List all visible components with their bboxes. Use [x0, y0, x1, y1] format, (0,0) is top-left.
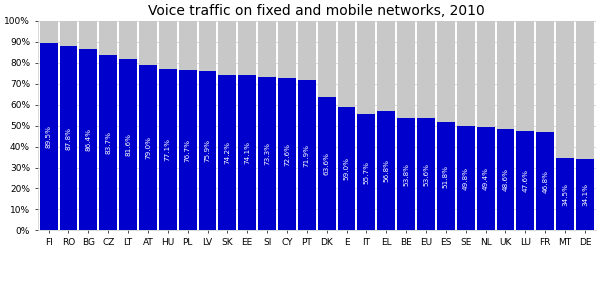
Bar — [99, 21, 117, 55]
Bar — [79, 21, 97, 49]
Bar — [338, 107, 355, 230]
Text: 47.6%: 47.6% — [523, 169, 529, 192]
Bar — [358, 21, 376, 114]
Bar — [119, 59, 137, 230]
Text: 74.1%: 74.1% — [244, 141, 250, 164]
Text: 74.2%: 74.2% — [224, 141, 230, 164]
Bar — [99, 55, 117, 230]
Bar — [397, 21, 415, 118]
Bar — [517, 131, 534, 230]
Bar — [278, 78, 296, 230]
Bar — [437, 122, 455, 230]
Text: 53.6%: 53.6% — [423, 163, 429, 186]
Bar — [238, 75, 256, 230]
Bar — [556, 21, 574, 158]
Bar — [199, 71, 217, 230]
Text: 55.7%: 55.7% — [364, 160, 370, 183]
Bar — [179, 21, 197, 70]
Bar — [536, 21, 554, 132]
Bar — [298, 80, 316, 230]
Bar — [417, 118, 435, 230]
Bar — [517, 21, 534, 131]
Text: 49.4%: 49.4% — [482, 167, 488, 190]
Bar — [40, 43, 58, 230]
Bar — [119, 21, 137, 59]
Bar — [59, 46, 77, 230]
Bar — [576, 159, 594, 230]
Bar — [179, 70, 197, 230]
Bar — [397, 118, 415, 230]
Bar — [139, 21, 157, 65]
Bar — [318, 97, 335, 230]
Bar — [457, 21, 475, 126]
Bar — [358, 114, 376, 230]
Bar — [159, 69, 177, 230]
Bar — [278, 21, 296, 78]
Text: 34.1%: 34.1% — [582, 183, 588, 206]
Bar — [457, 126, 475, 230]
Bar — [139, 65, 157, 230]
Text: 48.6%: 48.6% — [502, 168, 508, 191]
Text: 34.5%: 34.5% — [562, 183, 568, 206]
Text: 81.6%: 81.6% — [125, 133, 131, 156]
Bar — [218, 21, 236, 75]
Text: 89.5%: 89.5% — [46, 125, 52, 148]
Bar — [298, 21, 316, 80]
Bar — [476, 21, 494, 127]
Text: 76.7%: 76.7% — [185, 139, 191, 162]
Bar — [556, 158, 574, 230]
Text: 73.3%: 73.3% — [264, 142, 270, 165]
Title: Voice traffic on fixed and mobile networks, 2010: Voice traffic on fixed and mobile networ… — [148, 4, 485, 18]
Bar — [258, 77, 276, 230]
Text: 71.9%: 71.9% — [304, 144, 310, 167]
Text: 63.6%: 63.6% — [323, 152, 329, 175]
Text: 72.6%: 72.6% — [284, 143, 290, 166]
Bar — [377, 111, 395, 230]
Text: 75.9%: 75.9% — [205, 139, 211, 162]
Text: 56.8%: 56.8% — [383, 159, 389, 182]
Bar — [377, 21, 395, 111]
Text: 77.1%: 77.1% — [165, 138, 171, 161]
Bar — [218, 75, 236, 230]
Text: 59.0%: 59.0% — [344, 157, 350, 180]
Bar — [159, 21, 177, 69]
Bar — [338, 21, 355, 107]
Bar — [437, 21, 455, 122]
Bar — [497, 128, 514, 230]
Text: 79.0%: 79.0% — [145, 136, 151, 159]
Bar — [536, 132, 554, 230]
Text: 51.8%: 51.8% — [443, 165, 449, 188]
Text: 86.4%: 86.4% — [85, 128, 91, 151]
Bar — [40, 21, 58, 43]
Bar — [238, 21, 256, 75]
Text: 46.8%: 46.8% — [542, 170, 548, 193]
Bar — [79, 49, 97, 230]
Bar — [199, 21, 217, 71]
Bar — [59, 21, 77, 46]
Bar — [476, 127, 494, 230]
Text: 83.7%: 83.7% — [105, 131, 111, 154]
Bar — [497, 21, 514, 128]
Bar — [576, 21, 594, 159]
Bar — [417, 21, 435, 118]
Bar — [318, 21, 335, 97]
Text: 53.8%: 53.8% — [403, 162, 409, 185]
Text: 49.8%: 49.8% — [463, 167, 469, 190]
Bar — [258, 21, 276, 77]
Text: 87.8%: 87.8% — [65, 127, 71, 150]
